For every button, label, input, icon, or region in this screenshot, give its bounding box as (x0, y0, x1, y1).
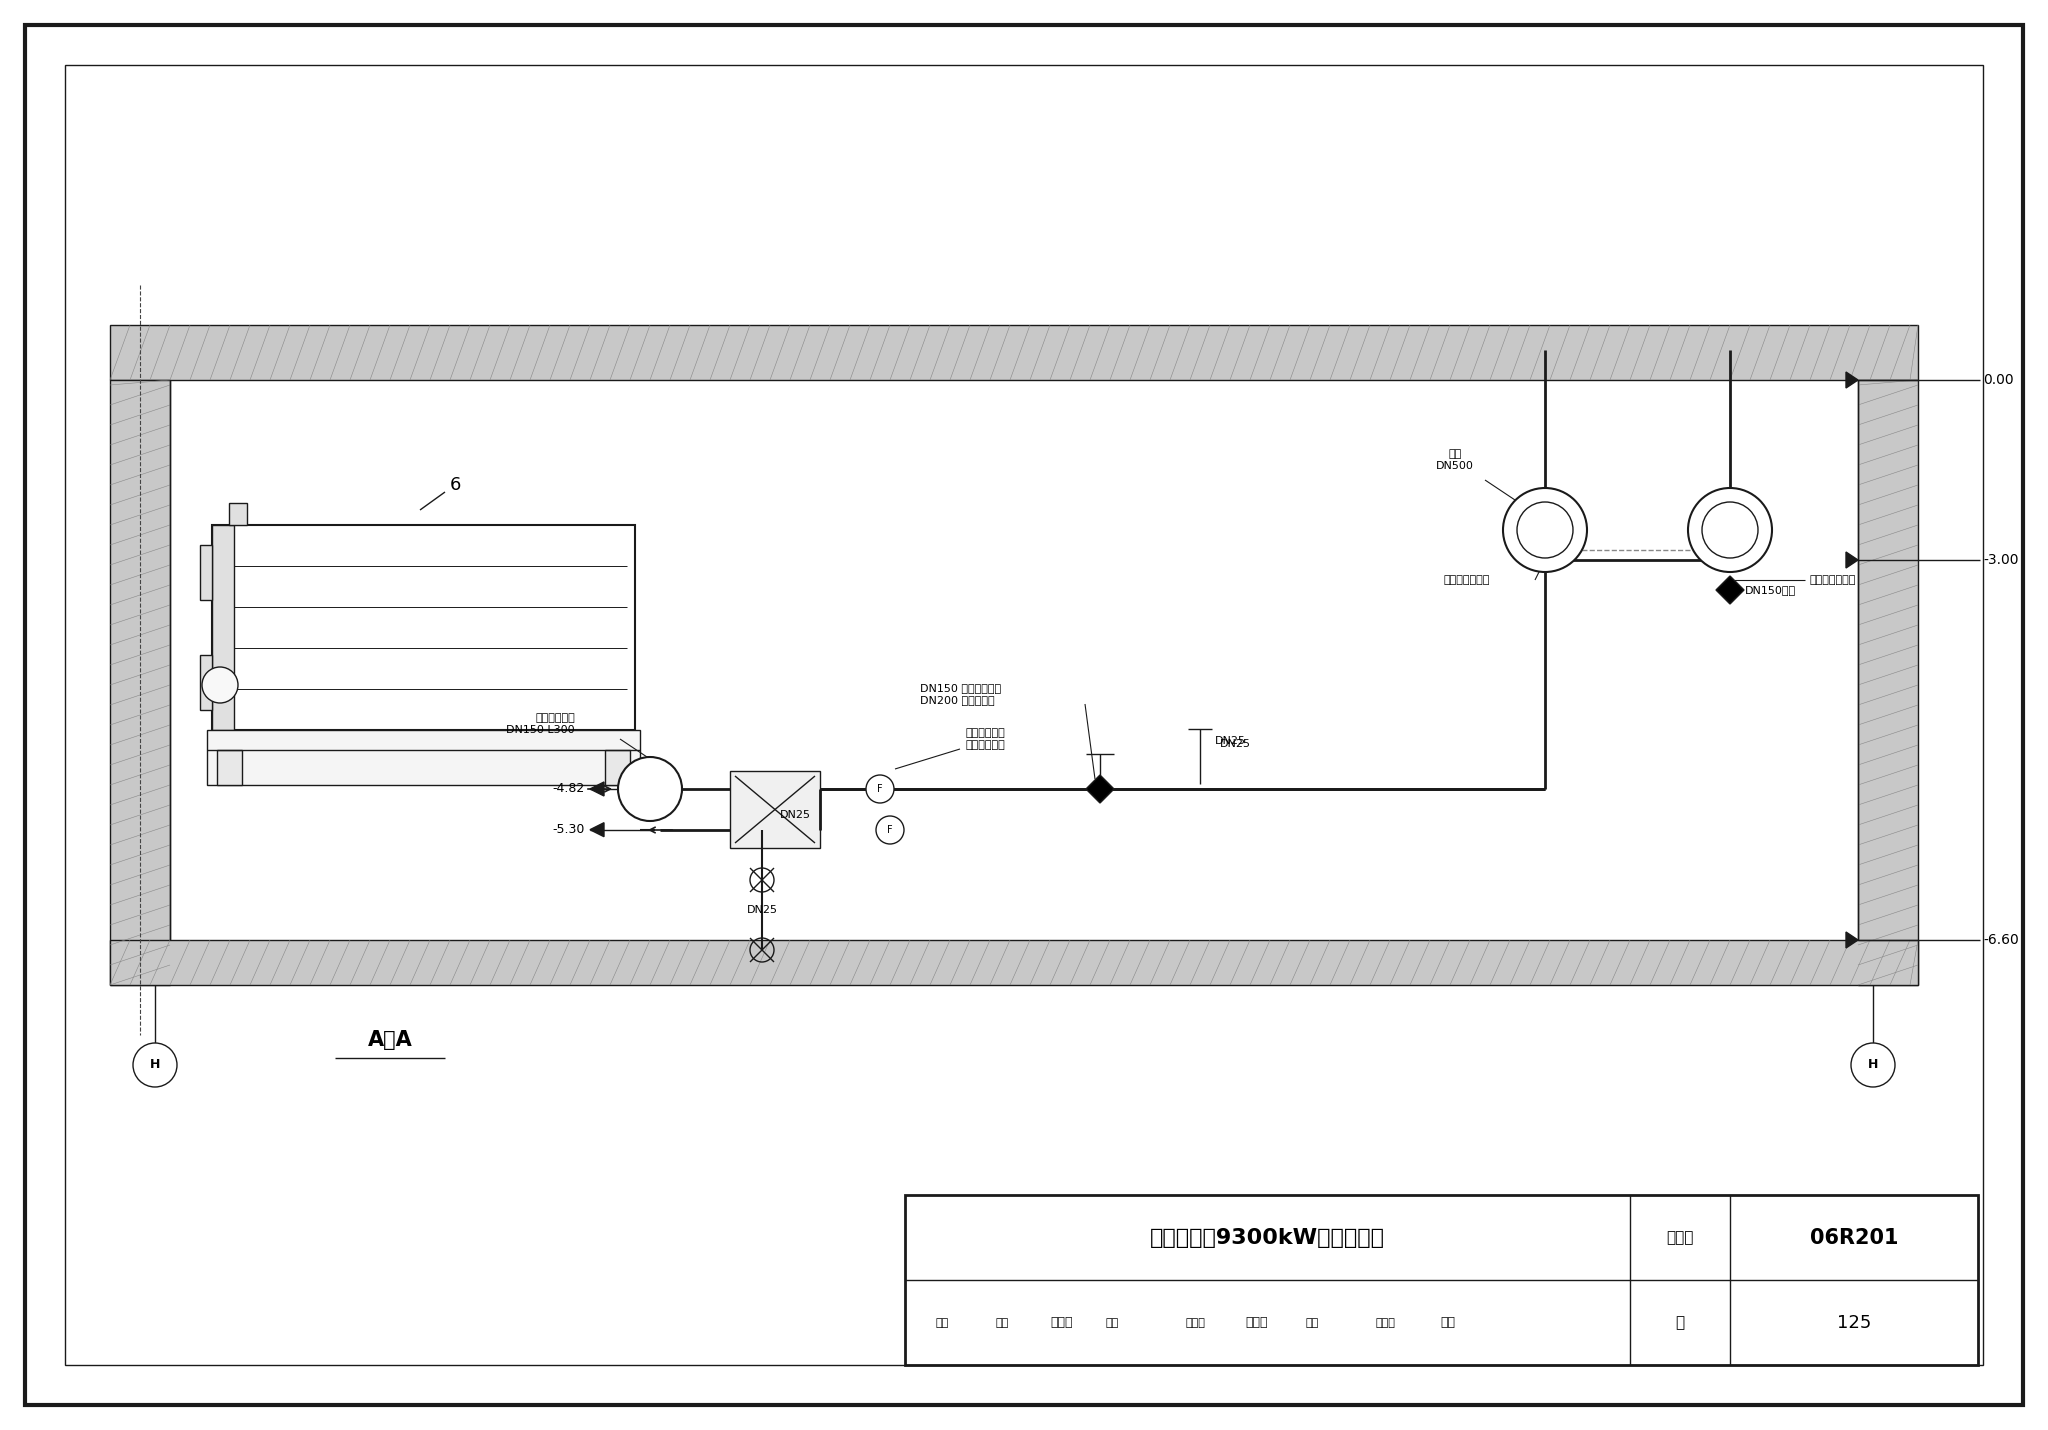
Polygon shape (1845, 552, 1858, 568)
Bar (905, 1195, 1978, 1366)
Text: 水流感应开关
接主机控制箱: 水流感应开关 接主机控制箱 (965, 728, 1006, 749)
Text: 吴京龙: 吴京龙 (1186, 1318, 1204, 1328)
Bar (1858, 380, 1919, 985)
Bar (111, 325, 1919, 380)
Polygon shape (590, 822, 604, 837)
Text: 125: 125 (1837, 1314, 1872, 1331)
Polygon shape (1845, 372, 1858, 388)
Text: -5.30: -5.30 (553, 824, 586, 837)
Polygon shape (1716, 576, 1745, 603)
Text: 6: 6 (449, 476, 461, 493)
Text: 主机冷热出水管: 主机冷热出水管 (1444, 575, 1491, 585)
Polygon shape (590, 782, 604, 797)
Text: -3.00: -3.00 (1982, 553, 2019, 568)
Text: A－A: A－A (369, 1030, 412, 1050)
Text: DN150 电动开关蝶阀
DN200 与主机联站: DN150 电动开关蝶阀 DN200 与主机联站 (920, 684, 1001, 705)
Circle shape (877, 817, 903, 844)
Bar (201, 545, 213, 601)
Bar (229, 503, 248, 525)
Text: DN150蝶阀: DN150蝶阀 (1745, 585, 1796, 595)
Circle shape (1518, 502, 1573, 558)
Text: 赵侠: 赵侠 (995, 1318, 1008, 1328)
Text: H: H (150, 1058, 160, 1071)
Text: F: F (887, 825, 893, 835)
Circle shape (133, 1042, 176, 1087)
Bar (207, 729, 641, 785)
Text: 0.00: 0.00 (1982, 373, 2013, 388)
Bar (111, 380, 170, 985)
Circle shape (1851, 1042, 1894, 1087)
Text: 图集号: 图集号 (1667, 1230, 1694, 1246)
Circle shape (618, 756, 682, 821)
Circle shape (1702, 502, 1757, 558)
Bar (604, 749, 631, 785)
Polygon shape (1845, 932, 1858, 948)
Bar (213, 525, 233, 729)
Text: 06R201: 06R201 (1810, 1228, 1898, 1248)
Text: 赵侠签: 赵侠签 (1051, 1317, 1073, 1330)
Text: DN25: DN25 (1214, 736, 1245, 746)
Text: 陈签: 陈签 (1440, 1317, 1454, 1330)
Bar (111, 940, 1919, 985)
Text: 主机冷热进水管: 主机冷热进水管 (1810, 575, 1855, 585)
Text: 设计: 设计 (1305, 1318, 1319, 1328)
Text: -6.60: -6.60 (1982, 932, 2019, 947)
Text: DN25: DN25 (780, 809, 811, 819)
Bar (217, 749, 242, 785)
Text: F: F (877, 784, 883, 794)
Text: 页: 页 (1675, 1316, 1686, 1330)
Bar (213, 525, 635, 729)
Bar (201, 655, 213, 711)
Text: 吴龙签: 吴龙签 (1245, 1317, 1268, 1330)
Text: 集管
DN500: 集管 DN500 (1436, 449, 1475, 470)
Text: 总装机容量9300kW机房剖面图: 总装机容量9300kW机房剖面图 (1151, 1228, 1384, 1248)
Polygon shape (1085, 775, 1114, 804)
Bar (729, 771, 819, 848)
Text: DN25: DN25 (1221, 739, 1251, 749)
Text: -4.82: -4.82 (553, 782, 586, 795)
Circle shape (1688, 488, 1772, 572)
Circle shape (1503, 488, 1587, 572)
Circle shape (203, 666, 238, 704)
Text: DN25: DN25 (748, 905, 778, 915)
Text: H: H (1868, 1058, 1878, 1071)
Circle shape (866, 775, 895, 804)
Text: 校对: 校对 (1106, 1318, 1118, 1328)
Text: 金属软连接管
DN150 L300: 金属软连接管 DN150 L300 (506, 714, 575, 735)
Text: 陈洁琼: 陈洁琼 (1374, 1318, 1395, 1328)
Text: 审核: 审核 (936, 1318, 948, 1328)
